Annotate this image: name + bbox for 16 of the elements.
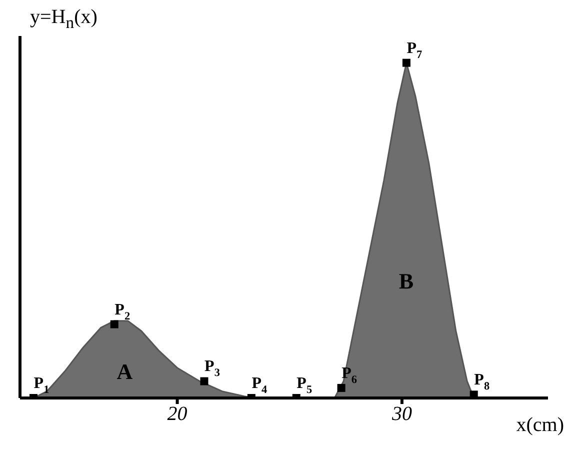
annotation: B xyxy=(398,268,414,294)
y-axis-title: y=H$_{n}$(x) xyxy=(30,6,98,33)
annotation: P$_{2}$ xyxy=(114,301,130,322)
annotation: P$_{5}$ xyxy=(296,375,312,396)
annotation: P$_{8}$ xyxy=(474,372,490,393)
annotation: P$_{7}$ xyxy=(406,40,423,61)
point xyxy=(200,377,208,386)
x-axis-title: x(cm) xyxy=(516,414,564,437)
annotation: A xyxy=(116,359,133,384)
point xyxy=(337,384,346,392)
annotation: P$_{4}$ xyxy=(252,375,268,396)
point xyxy=(110,320,118,328)
point xyxy=(402,58,410,67)
x-tick-label: 20 xyxy=(167,403,188,426)
x-tick-label: 30 xyxy=(390,403,412,426)
annotation: P$_{3}$ xyxy=(204,358,220,380)
